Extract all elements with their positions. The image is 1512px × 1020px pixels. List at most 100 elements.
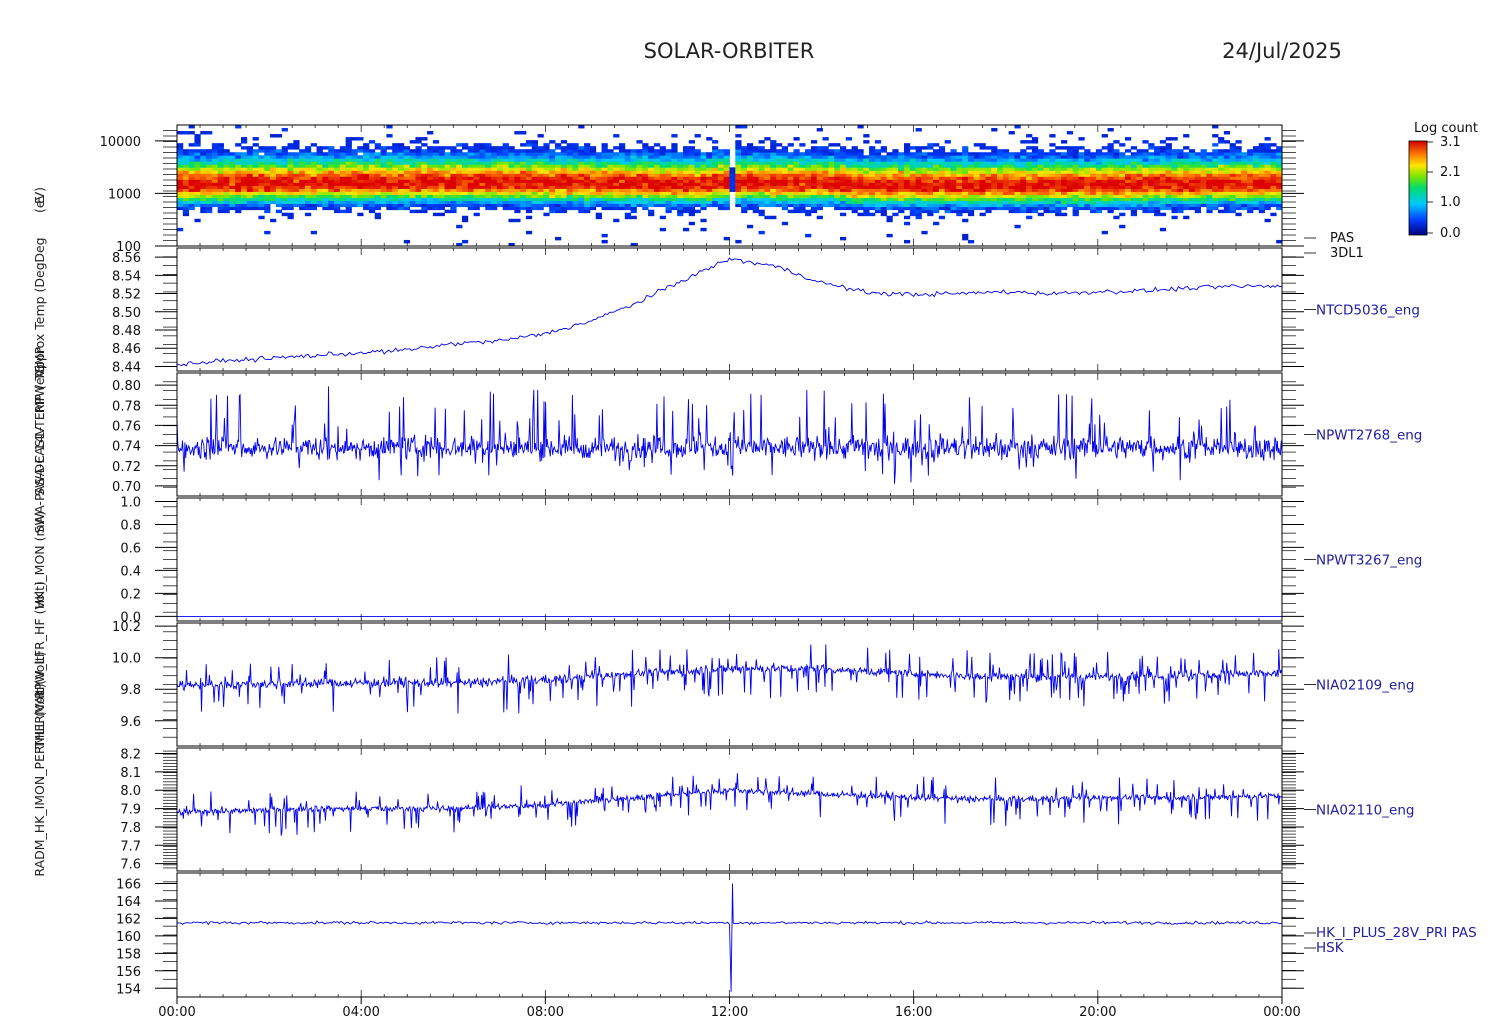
heatmap-cell [264, 149, 271, 153]
heatmap-cell [1002, 179, 1010, 183]
heatmap-cell [258, 188, 265, 192]
heatmap-cell [1235, 170, 1242, 174]
heatmap-cell [363, 146, 370, 150]
heatmap-cell [1014, 152, 1021, 156]
heatmap-cell [1171, 176, 1178, 180]
heatmap-cell [723, 194, 730, 198]
heatmap-cell [345, 209, 352, 214]
heatmap-cell [368, 188, 376, 192]
heatmap-cell [619, 179, 626, 183]
heatmap-cell [415, 179, 422, 183]
heatmap-cell [1043, 167, 1050, 171]
heatmap-cell [845, 182, 853, 186]
heatmap-cell [595, 176, 602, 180]
heatmap-cell [456, 149, 463, 153]
heatmap-cell [845, 152, 853, 156]
heatmap-cell [246, 200, 254, 205]
heatmap-cell [403, 146, 411, 150]
heatmap-cell [898, 173, 905, 177]
y-tick-label: 8.0 [120, 784, 141, 799]
heatmap-cell [1270, 176, 1277, 180]
heatmap-cell [1206, 173, 1213, 177]
heatmap-cell [642, 173, 649, 177]
heatmap-cell [1008, 179, 1015, 183]
heatmap-cell [223, 155, 230, 159]
heatmap-cell [781, 185, 789, 189]
heatmap-cell [456, 170, 463, 174]
heatmap-cell [671, 164, 678, 168]
heatmap-cell [368, 194, 376, 198]
heatmap-cell [619, 167, 626, 171]
heatmap-cell [665, 170, 672, 174]
heatmap-cell [1235, 179, 1242, 183]
heatmap-cell [1183, 203, 1190, 208]
heatmap-cell [1061, 170, 1068, 174]
heatmap-cell [351, 158, 358, 162]
heatmap-cell [1107, 197, 1114, 202]
heatmap-cell [607, 158, 614, 162]
heatmap-cell [177, 158, 184, 162]
heatmap-cell [636, 179, 643, 183]
heatmap-cell [933, 152, 940, 156]
heatmap-cell [1229, 170, 1236, 174]
heatmap-cell [368, 164, 376, 168]
heatmap-cell [1183, 191, 1190, 195]
heatmap-cell [514, 179, 521, 183]
heatmap-cell [764, 155, 771, 159]
heatmap-cell [915, 164, 922, 168]
heatmap-cell [909, 176, 917, 180]
heatmap-cell [549, 170, 556, 174]
heatmap-cell [206, 158, 213, 162]
heatmap-cell [1241, 167, 1248, 171]
heatmap-cell [299, 173, 306, 177]
heatmap-cell [921, 209, 928, 214]
heatmap-cell [572, 161, 579, 165]
heatmap-cell [461, 191, 469, 195]
heatmap-cell [671, 194, 678, 198]
heatmap-cell [1218, 185, 1225, 189]
heatmap-cell [746, 197, 754, 202]
heatmap-cell [1235, 185, 1242, 189]
heatmap-cell [177, 182, 184, 186]
heatmap-cell [973, 194, 980, 198]
heatmap-cell [386, 179, 393, 183]
heatmap-cell [927, 209, 934, 214]
heatmap-cell [619, 206, 626, 211]
heatmap-cell [648, 164, 655, 168]
heatmap-cell [712, 203, 719, 208]
heatmap-cell [1183, 179, 1190, 183]
heatmap-cell [270, 197, 277, 202]
heatmap-cell [1258, 182, 1265, 186]
heatmap-cell [723, 155, 730, 159]
heatmap-cell [316, 161, 323, 165]
heatmap-cell [886, 185, 893, 189]
heatmap-cell [909, 203, 917, 208]
heatmap-cell [514, 176, 521, 180]
heatmap-cell [485, 155, 492, 159]
heatmap-cell [304, 164, 312, 168]
heatmap-cell [1130, 155, 1138, 159]
heatmap-cell [281, 164, 288, 168]
heatmap-cell [1270, 143, 1277, 147]
heatmap-cell [985, 179, 992, 183]
heatmap-cell [525, 206, 533, 211]
heatmap-cell [851, 158, 858, 162]
heatmap-cell [741, 176, 748, 180]
heatmap-cell [1183, 197, 1190, 202]
heatmap-cell [182, 203, 190, 208]
heatmap-cell [723, 161, 730, 165]
heatmap-cell [287, 176, 294, 180]
heatmap-cell [1212, 194, 1219, 198]
heatmap-cell [345, 170, 352, 174]
heatmap-cell [1101, 158, 1108, 162]
heatmap-cell [328, 170, 335, 174]
heatmap-cell [438, 170, 445, 174]
heatmap-cell [834, 188, 841, 192]
heatmap-cell [1165, 173, 1172, 177]
heatmap-cell [1020, 164, 1027, 168]
heatmap-cell [706, 173, 713, 177]
heatmap-cell [1072, 179, 1079, 183]
heatmap-cell [1148, 176, 1155, 180]
heatmap-cell [177, 149, 184, 153]
heatmap-cell [1043, 170, 1050, 174]
